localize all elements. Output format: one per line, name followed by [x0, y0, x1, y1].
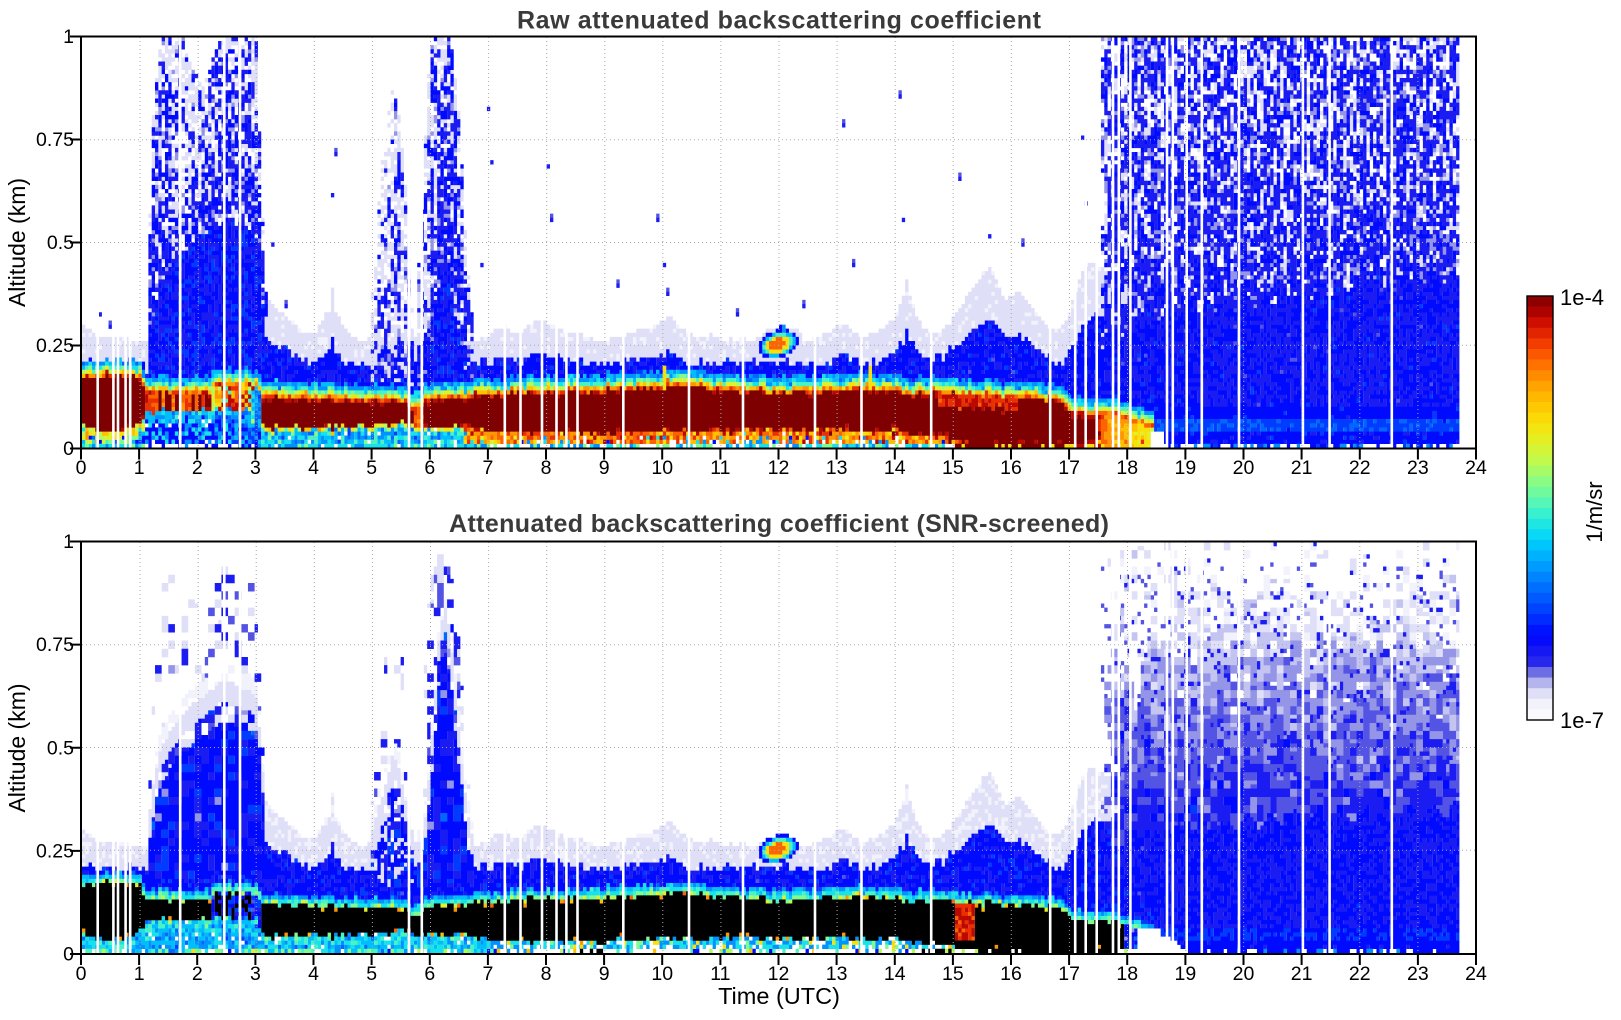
- svg-text:2: 2: [192, 457, 203, 479]
- svg-text:0: 0: [63, 438, 74, 460]
- svg-text:6: 6: [424, 963, 435, 985]
- svg-text:7: 7: [482, 457, 493, 479]
- svg-text:1: 1: [63, 531, 74, 553]
- svg-text:12: 12: [768, 457, 790, 479]
- svg-text:3: 3: [250, 963, 261, 985]
- svg-text:2: 2: [192, 963, 203, 985]
- svg-text:20: 20: [1233, 457, 1255, 479]
- svg-text:12: 12: [768, 963, 790, 985]
- svg-text:18: 18: [1116, 457, 1138, 479]
- svg-text:1: 1: [134, 457, 145, 479]
- svg-text:6: 6: [424, 457, 435, 479]
- svg-text:1: 1: [63, 26, 74, 48]
- svg-text:22: 22: [1349, 963, 1371, 985]
- svg-text:4: 4: [308, 963, 319, 985]
- svg-text:0: 0: [63, 944, 74, 966]
- svg-text:14: 14: [884, 963, 906, 985]
- svg-text:4: 4: [308, 457, 319, 479]
- svg-text:24: 24: [1465, 457, 1487, 479]
- svg-text:17: 17: [1058, 457, 1080, 479]
- svg-text:16: 16: [1000, 457, 1022, 479]
- svg-text:Attenuated backscattering coef: Attenuated backscattering coefficient (S…: [449, 510, 1109, 538]
- svg-text:1: 1: [134, 963, 145, 985]
- svg-text:0.5: 0.5: [47, 232, 74, 254]
- svg-text:23: 23: [1407, 457, 1429, 479]
- svg-text:21: 21: [1291, 963, 1313, 985]
- svg-text:21: 21: [1291, 457, 1313, 479]
- svg-text:10: 10: [651, 963, 673, 985]
- svg-text:20: 20: [1233, 963, 1255, 985]
- svg-text:Altitude (km): Altitude (km): [4, 683, 30, 812]
- svg-text:13: 13: [826, 963, 848, 985]
- svg-text:1e-7: 1e-7: [1560, 708, 1604, 733]
- svg-text:1e-4: 1e-4: [1560, 285, 1604, 310]
- svg-text:Raw attenuated backscattering: Raw attenuated backscattering coefficien…: [517, 7, 1042, 35]
- svg-text:0: 0: [76, 457, 87, 479]
- svg-text:0.25: 0.25: [36, 840, 74, 862]
- svg-text:0.5: 0.5: [47, 737, 74, 759]
- svg-text:1/m/sr: 1/m/sr: [1582, 481, 1607, 542]
- svg-text:16: 16: [1000, 963, 1022, 985]
- svg-text:8: 8: [541, 457, 552, 479]
- svg-text:3: 3: [250, 457, 261, 479]
- svg-text:5: 5: [366, 963, 377, 985]
- svg-text:0.75: 0.75: [36, 129, 74, 151]
- svg-text:19: 19: [1175, 963, 1197, 985]
- svg-text:11: 11: [710, 457, 730, 479]
- svg-text:5: 5: [366, 457, 377, 479]
- svg-text:0: 0: [76, 963, 87, 985]
- svg-text:10: 10: [651, 457, 673, 479]
- svg-text:7: 7: [482, 963, 493, 985]
- svg-text:9: 9: [599, 963, 610, 985]
- svg-text:15: 15: [942, 963, 964, 985]
- svg-text:23: 23: [1407, 963, 1429, 985]
- svg-text:24: 24: [1465, 963, 1487, 985]
- svg-text:8: 8: [541, 963, 552, 985]
- svg-text:14: 14: [884, 457, 906, 479]
- svg-text:Altitude (km): Altitude (km): [4, 178, 30, 307]
- svg-text:13: 13: [826, 457, 848, 479]
- svg-text:18: 18: [1116, 963, 1138, 985]
- svg-text:Time (UTC): Time (UTC): [718, 983, 840, 1009]
- svg-text:22: 22: [1349, 457, 1371, 479]
- svg-text:0.25: 0.25: [36, 335, 74, 357]
- svg-text:11: 11: [710, 963, 730, 985]
- svg-text:0.75: 0.75: [36, 634, 74, 656]
- svg-text:17: 17: [1058, 963, 1080, 985]
- svg-text:19: 19: [1175, 457, 1197, 479]
- svg-text:15: 15: [942, 457, 964, 479]
- svg-text:9: 9: [599, 457, 610, 479]
